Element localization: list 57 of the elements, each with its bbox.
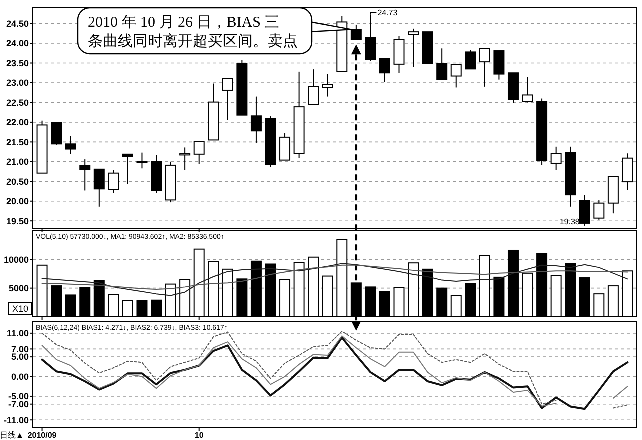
candlestick <box>108 170 120 194</box>
y-tick-label: 24.00 <box>6 38 29 49</box>
candlestick <box>180 147 191 171</box>
candlestick <box>94 168 105 208</box>
y-tick-label: 10000 <box>4 254 29 265</box>
annotation: 2010 年 10 月 26 日，BIAS 三条曲线同时离开超买区间。卖点 <box>88 14 298 50</box>
candlestick <box>122 154 134 185</box>
candlestick <box>136 152 148 170</box>
candlestick <box>250 96 262 144</box>
candlestick <box>594 200 605 220</box>
candlestick <box>194 140 205 165</box>
y-tick-label: -7.00 <box>8 400 29 410</box>
candlestick <box>450 64 462 88</box>
y-tick-label: 19.50 <box>6 216 29 226</box>
y-tick-label: 24.50 <box>6 18 29 29</box>
candlestick <box>350 24 362 40</box>
x-tick-label: 2010/09 <box>28 431 58 440</box>
y-tick-label: 21.50 <box>6 137 29 148</box>
y-tick-label: 20.00 <box>6 196 29 207</box>
candlestick <box>280 132 291 161</box>
candlestick <box>65 136 76 155</box>
text: 日线▲ <box>0 431 24 440</box>
candlestick <box>465 50 476 70</box>
y-tick-label: 22.50 <box>6 98 29 108</box>
text: X10 <box>12 304 29 314</box>
candlestick <box>494 50 505 80</box>
candlestick <box>479 48 490 88</box>
y-tick-label: 21.00 <box>6 157 29 168</box>
candlestick <box>379 58 390 83</box>
candlestick <box>550 146 562 171</box>
y-tick-label: 7.00 <box>11 344 29 354</box>
annotation: 24.73 <box>378 8 398 18</box>
x-tick-label: 10 <box>194 431 204 440</box>
annotation: 19.38 <box>560 218 580 227</box>
y-tick-label: 23.50 <box>6 58 29 68</box>
y-tick-label: 5000 <box>8 283 29 294</box>
y-tick-label: 22.00 <box>6 118 29 128</box>
candlestick <box>579 194 590 226</box>
y-tick-label: -5.00 <box>8 392 29 402</box>
candlestick <box>80 159 91 192</box>
candlestick <box>522 76 534 104</box>
line-series <box>42 263 628 296</box>
y-tick-label: -11.00 <box>4 415 29 426</box>
y-tick-label: 20.50 <box>6 176 29 187</box>
candlestick <box>222 78 234 121</box>
y-tick-label: 11.00 <box>6 328 29 339</box>
y-tick-label: 5.00 <box>11 352 29 362</box>
y-tick-label: 23.00 <box>6 78 29 88</box>
candlestick <box>436 48 448 80</box>
line-series <box>42 264 628 290</box>
candlestick <box>365 14 376 62</box>
candlestick <box>308 69 320 106</box>
candlestick <box>622 153 634 191</box>
y-tick-label: 0.00 <box>11 372 29 382</box>
candlestick <box>51 122 62 146</box>
candlestick <box>322 74 334 98</box>
candlestick <box>408 28 420 68</box>
